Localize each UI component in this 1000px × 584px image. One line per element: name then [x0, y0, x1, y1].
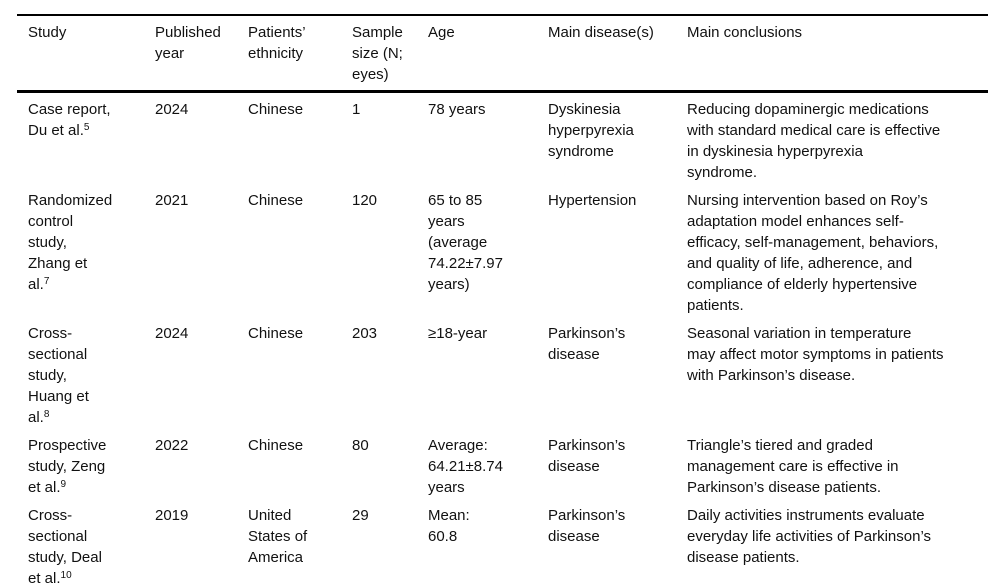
cell-published_year: 2021	[155, 192, 189, 209]
cell-main_diseases: Dyskinesia hyperpyrexia syndrome	[548, 101, 634, 160]
cell-sample_size: 1	[352, 101, 361, 118]
cell-main_conclusions: Seasonal variation in temperature may af…	[687, 325, 944, 384]
studies-summary-section: Study Published year Patients’ ethnicity Sa…	[17, 14, 988, 584]
column-header-published_year: Published year	[155, 15, 248, 93]
studies-summary-table: Study Published year Patients’ ethnicity Sa…	[17, 14, 988, 584]
table-row: Case report, Du et al.5 2024 Chinese 1 78 ye…	[17, 92, 988, 185]
cell-main_conclusions: Daily activities instruments evaluate ev…	[687, 507, 931, 566]
cell-sample_size: 29	[352, 507, 369, 524]
column-header-main_conclusions: Main conclusions	[687, 15, 988, 93]
cell-main_diseases: Parkinson’s disease	[548, 437, 626, 475]
cell-study: Randomized control study, Zhang et al.7	[28, 192, 113, 293]
cell-age: ≥18-year	[428, 325, 488, 342]
cell-ethnicity: Chinese	[248, 437, 304, 454]
cell-main_diseases: Hypertension	[548, 192, 637, 209]
cell-sample_size: 203	[352, 325, 378, 342]
cell-age: 78 years	[428, 101, 486, 118]
cell-study: Prospective study, Zeng et al.9	[28, 437, 107, 496]
cell-sample_size: 120	[352, 192, 378, 209]
cell-main_conclusions: Nursing intervention based on Roy’s adap…	[687, 192, 939, 314]
cell-published_year: 2019	[155, 507, 189, 524]
cell-main_conclusions: Triangle’s tiered and graded management …	[687, 437, 899, 496]
table-header-row: Study Published year Patients’ ethnicity Sa…	[17, 15, 988, 93]
cell-study: Cross- sectional study, Deal et al.10	[28, 507, 102, 584]
cell-ethnicity: United States of America	[248, 507, 308, 566]
reference-superscript: 9	[60, 479, 67, 490]
cell-ethnicity: Chinese	[248, 192, 304, 209]
cell-age: 65 to 85 years (average 74.22±7.97 years…	[428, 192, 503, 293]
column-header-sample_size: Sample size (N; eyes)	[352, 15, 428, 93]
cell-published_year: 2022	[155, 437, 189, 454]
table-row: Cross- sectional study, Huang et al.8 202…	[17, 317, 988, 429]
cell-ethnicity: Chinese	[248, 101, 304, 118]
table-row: Randomized control study, Zhang et al.7 2…	[17, 184, 988, 317]
table-header: Study Published year Patients’ ethnicity Sa…	[17, 15, 988, 93]
cell-study: Cross- sectional study, Huang et al.8	[28, 325, 89, 426]
reference-superscript: 5	[83, 122, 90, 133]
column-header-study: Study	[17, 15, 155, 93]
cell-main_diseases: Parkinson’s disease	[548, 325, 626, 363]
cell-ethnicity: Chinese	[248, 325, 304, 342]
column-header-age: Age	[428, 15, 548, 93]
cell-main_diseases: Parkinson’s disease	[548, 507, 626, 545]
table-body: Case report, Du et al.5 2024 Chinese 1 78 ye…	[17, 92, 988, 584]
reference-superscript: 10	[60, 570, 72, 581]
cell-study: Case report, Du et al.5	[28, 101, 111, 139]
cell-published_year: 2024	[155, 101, 189, 118]
table-row: Cross- sectional study, Deal et al.10 201…	[17, 499, 988, 584]
cell-age: Average: 64.21±8.74 years	[428, 437, 503, 496]
table-row: Prospective study, Zeng et al.9 2022 Chine…	[17, 429, 988, 499]
reference-superscript: 7	[43, 276, 50, 287]
column-header-ethnicity: Patients’ ethnicity	[248, 15, 352, 93]
cell-published_year: 2024	[155, 325, 189, 342]
cell-main_conclusions: Reducing dopaminergic medications with s…	[687, 101, 941, 181]
reference-superscript: 8	[43, 409, 50, 420]
column-header-main_diseases: Main disease(s)	[548, 15, 687, 93]
cell-sample_size: 80	[352, 437, 369, 454]
cell-age: Mean: 60.8	[428, 507, 470, 545]
